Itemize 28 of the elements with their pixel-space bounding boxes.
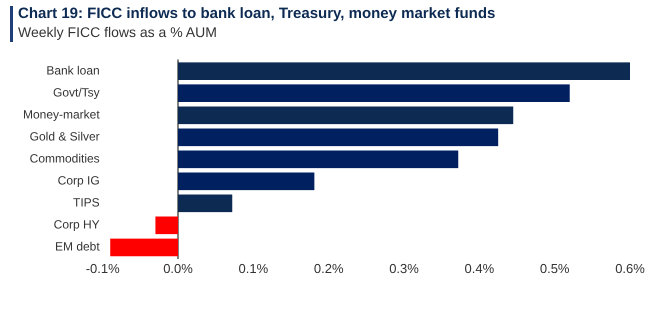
bar bbox=[178, 84, 570, 102]
chart-subtitle: Weekly FICC flows as a % AUM bbox=[18, 24, 217, 40]
y-tick-label: Money-market bbox=[23, 108, 100, 122]
bar bbox=[110, 238, 178, 256]
x-tick-label: 0.5% bbox=[540, 260, 570, 276]
x-tick-label: 0.6% bbox=[615, 260, 646, 276]
y-tick-label: Govt/Tsy bbox=[53, 86, 100, 100]
x-tick-label: 0.3% bbox=[389, 260, 420, 276]
bar bbox=[178, 150, 458, 168]
bar bbox=[178, 128, 498, 146]
x-tick-label: 0.4% bbox=[464, 260, 495, 276]
y-tick-label: TIPS bbox=[73, 196, 100, 210]
bar bbox=[178, 106, 514, 124]
chart-title: Chart 19: FICC inflows to bank loan, Treasury, money market funds bbox=[18, 5, 496, 22]
bar bbox=[178, 172, 314, 190]
x-tick-label: -0.1% bbox=[86, 260, 120, 276]
y-tick-label: Bank loan bbox=[46, 64, 100, 78]
bar bbox=[155, 216, 178, 234]
y-tick-label: Corp IG bbox=[58, 174, 100, 188]
y-tick-label: Commodities bbox=[30, 152, 100, 166]
y-tick-label: EM debt bbox=[54, 240, 100, 254]
x-tick-label: 0.2% bbox=[314, 260, 344, 276]
bar bbox=[178, 62, 630, 80]
bar bbox=[178, 194, 232, 212]
y-tick-label: Corp HY bbox=[54, 218, 100, 232]
y-tick-label: Gold & Silver bbox=[30, 130, 100, 144]
x-tick-label: 0.0% bbox=[163, 260, 194, 276]
x-tick-label: 0.1% bbox=[238, 260, 269, 276]
